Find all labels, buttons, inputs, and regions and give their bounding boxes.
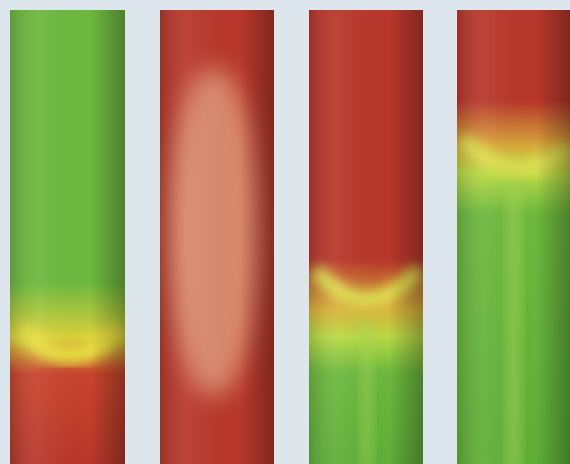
tube-1 (10, 10, 125, 464)
tube-4 (457, 10, 570, 464)
tube-2 (160, 10, 274, 464)
tube-3 (309, 10, 423, 464)
